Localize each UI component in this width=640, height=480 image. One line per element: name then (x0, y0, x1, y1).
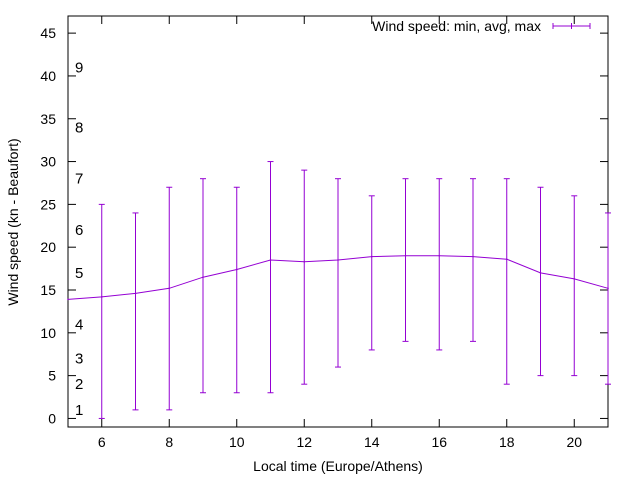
beaufort-label: 5 (75, 265, 83, 282)
y-tick-label: 20 (40, 239, 56, 255)
y-tick-label: 0 (48, 410, 56, 426)
x-tick-label: 18 (499, 434, 515, 450)
y-tick-label: 15 (40, 282, 56, 298)
beaufort-label: 2 (75, 376, 83, 393)
beaufort-label: 1 (75, 402, 83, 419)
avg-point (539, 272, 542, 274)
avg-point (404, 254, 407, 257)
avg-point (573, 278, 576, 280)
avg-point (235, 268, 238, 271)
x-tick-label: 20 (566, 434, 582, 450)
beaufort-label: 3 (75, 351, 83, 368)
avg-point (269, 259, 272, 261)
y-tick-label: 45 (40, 25, 56, 41)
avg-point (100, 296, 103, 298)
x-tick-label: 8 (165, 434, 173, 450)
avg-point (505, 258, 508, 260)
beaufort-label: 6 (75, 222, 83, 239)
avg-point (472, 255, 474, 258)
avg-point (134, 292, 137, 295)
y-tick-label: 10 (40, 325, 56, 341)
beaufort-label: 4 (75, 316, 83, 333)
avg-point (168, 287, 171, 290)
y-tick-label: 25 (40, 196, 56, 212)
avg-point (438, 254, 441, 257)
beaufort-label: 7 (75, 171, 83, 188)
avg-point (370, 255, 373, 258)
x-tick-label: 14 (364, 434, 380, 450)
avg-point (337, 259, 339, 261)
y-tick-label: 35 (40, 111, 56, 127)
x-tick-label: 12 (296, 434, 312, 450)
beaufort-label: 9 (75, 59, 83, 76)
avg-point (607, 287, 609, 290)
y-axis-title: Wind speed (kn - Beaufort) (5, 138, 21, 305)
y-tick-label: 40 (40, 68, 56, 84)
avg-point (67, 298, 69, 301)
x-tick-label: 16 (431, 434, 447, 450)
x-tick-label: 10 (229, 434, 245, 450)
x-tick-label: 6 (98, 434, 106, 450)
legend-label: Wind speed: min, avg, max (372, 18, 541, 34)
y-tick-label: 30 (40, 154, 56, 170)
avg-point (202, 276, 204, 278)
beaufort-label: 8 (75, 119, 83, 136)
y-tick-label: 5 (48, 368, 56, 384)
x-axis-title: Local time (Europe/Athens) (253, 458, 423, 474)
avg-point (303, 260, 306, 263)
